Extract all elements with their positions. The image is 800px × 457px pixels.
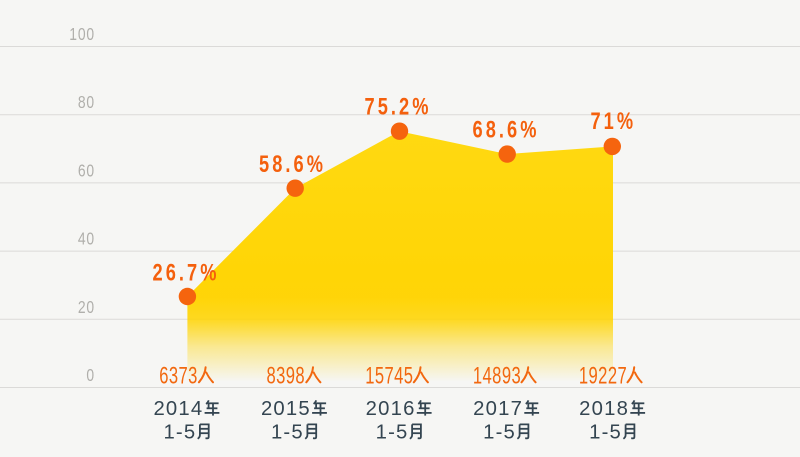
svg-text:2015: 2015	[261, 398, 311, 420]
svg-text:0: 0	[86, 367, 95, 386]
svg-text:71%: 71%	[590, 108, 636, 135]
svg-text:2018: 2018	[579, 398, 629, 420]
svg-text:1-5: 1-5	[589, 421, 622, 443]
svg-text:2014: 2014	[153, 398, 203, 420]
svg-text:2017: 2017	[473, 398, 523, 420]
svg-text:58.6%: 58.6%	[259, 151, 326, 178]
svg-text:1-5: 1-5	[376, 421, 409, 443]
svg-text:75.2%: 75.2%	[365, 93, 432, 120]
svg-text:2016: 2016	[366, 398, 416, 420]
svg-text:40: 40	[78, 230, 95, 249]
svg-text:8398: 8398	[267, 362, 306, 389]
svg-text:19227: 19227	[579, 362, 627, 389]
svg-text:1-5: 1-5	[163, 421, 196, 443]
svg-text:80: 80	[78, 94, 95, 113]
svg-text:6373: 6373	[159, 362, 198, 389]
svg-text:100: 100	[69, 26, 95, 45]
svg-text:26.7%: 26.7%	[153, 259, 220, 286]
svg-text:1-5: 1-5	[271, 421, 304, 443]
svg-text:15745: 15745	[365, 362, 413, 389]
svg-text:1-5: 1-5	[483, 421, 516, 443]
svg-text:68.6%: 68.6%	[473, 116, 540, 143]
svg-text:14893: 14893	[473, 362, 521, 389]
svg-text:20: 20	[78, 298, 95, 317]
svg-text:60: 60	[78, 162, 95, 181]
